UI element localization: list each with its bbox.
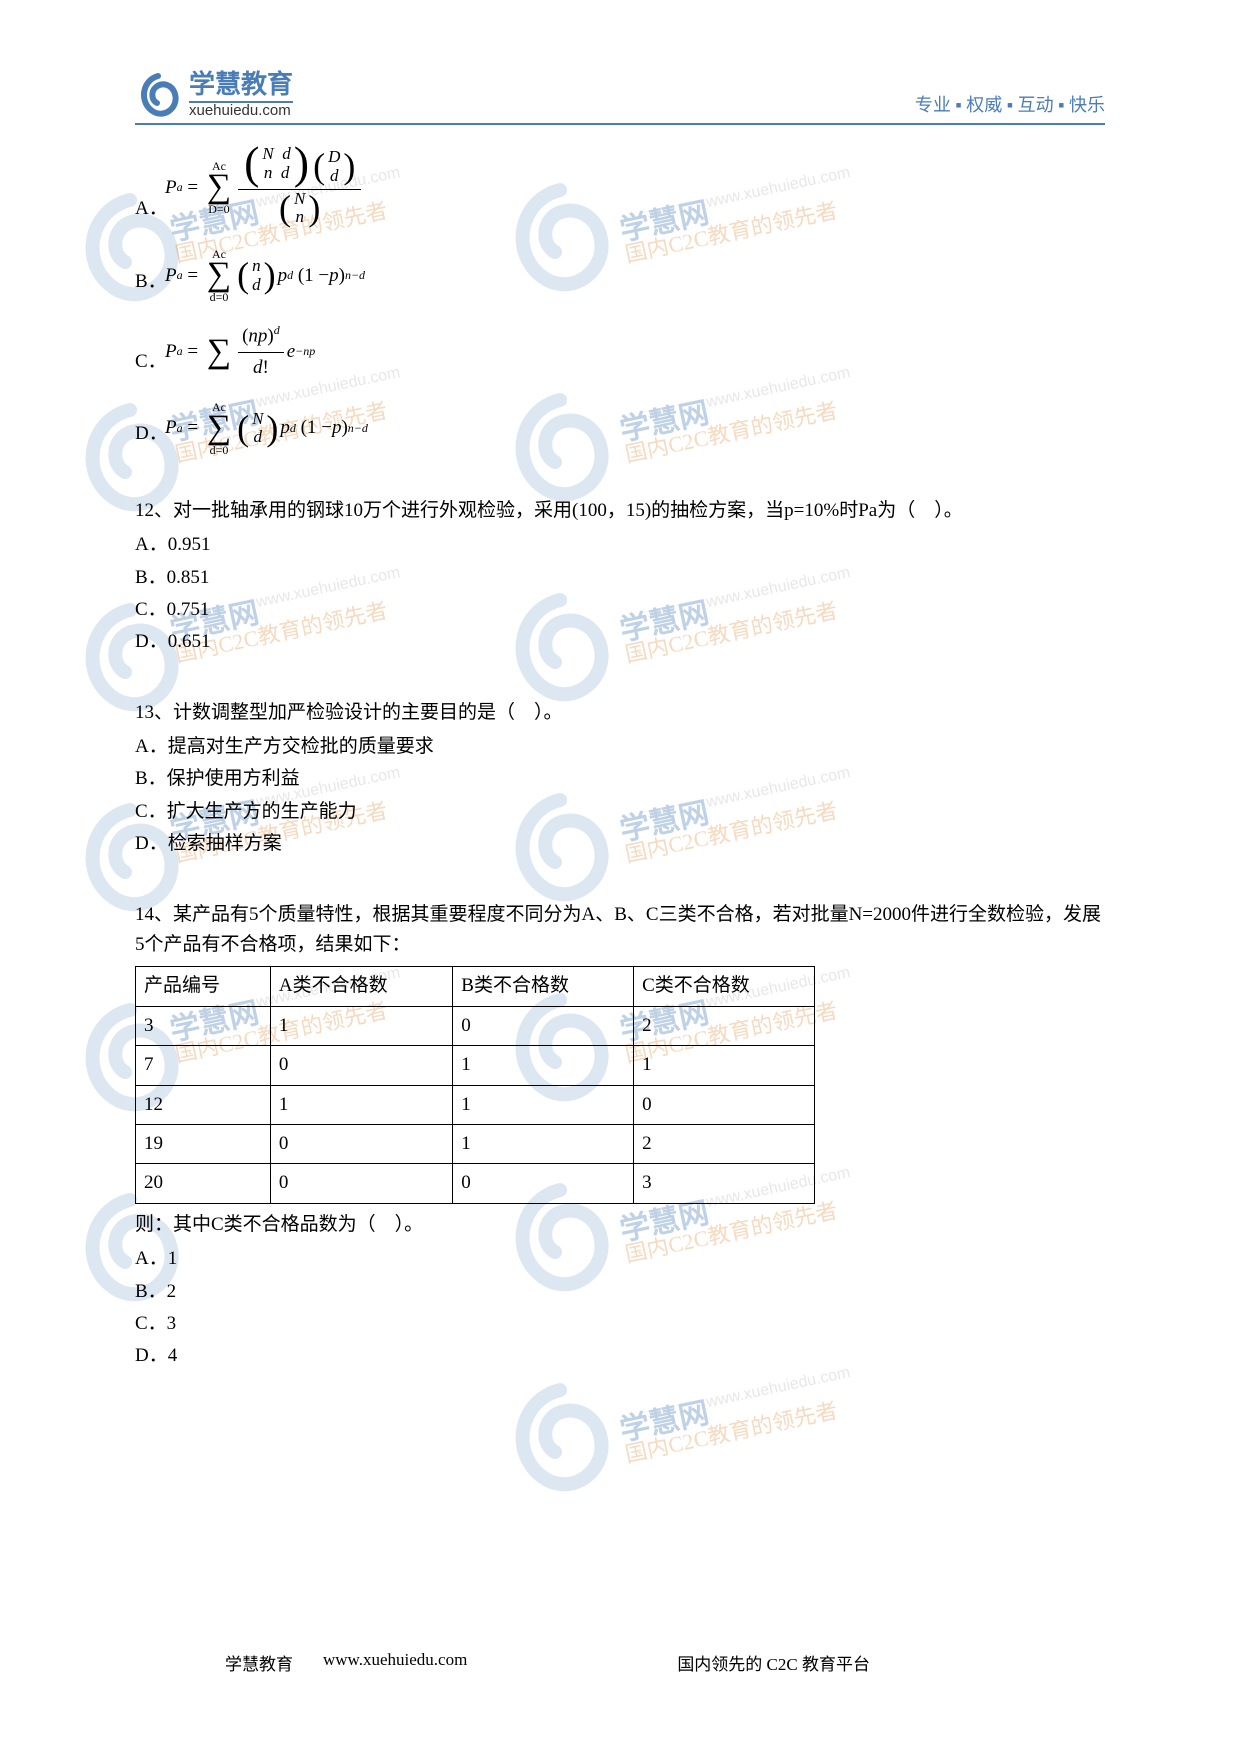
table-cell: 0 — [453, 1164, 634, 1203]
table-header: 产品编号 — [136, 967, 271, 1006]
table-cell: 1 — [634, 1046, 815, 1085]
table-cell: 3 — [136, 1006, 271, 1045]
question-text: 14、某产品有5个质量特性，根据其重要程度不同分为A、B、C三类不合格，若对批量… — [135, 900, 1105, 961]
option-c: C．3 — [135, 1309, 1105, 1339]
table-cell: 19 — [136, 1124, 271, 1163]
table-cell: 0 — [453, 1006, 634, 1045]
option-c: C．扩大生产方的生产能力 — [135, 797, 1105, 827]
table-cell: 0 — [270, 1164, 452, 1203]
table-row: 19012 — [136, 1124, 815, 1163]
option-d-formula: D． Pa = Ac∑d=0 (Nd) pd (1 − p)n−d — [135, 401, 1105, 456]
table-cell: 1 — [270, 1006, 452, 1045]
option-a: A．提高对生产方交检批的质量要求 — [135, 732, 1105, 762]
logo-url: xuehuiedu.com — [189, 103, 293, 120]
table-cell: 2 — [634, 1124, 815, 1163]
header-tagline: 专业 ▪ 权威 ▪ 互动 ▪ 快乐 — [915, 91, 1105, 119]
table-row: 7011 — [136, 1046, 815, 1085]
question-12: 12、对一批轴承用的钢球10万个进行外观检验，采用(100，15)的抽检方案，当… — [135, 496, 1105, 658]
table-header: A类不合格数 — [270, 967, 452, 1006]
table-cell: 2 — [634, 1006, 815, 1045]
option-d: D．4 — [135, 1341, 1105, 1371]
watermark-text: 学慧网www.xuehuiedu.com 国内C2C教育的领先者 — [617, 1366, 860, 1467]
option-b: B．0.851 — [135, 563, 1105, 593]
table-cell: 1 — [453, 1085, 634, 1124]
footer-slogan: 国内领先的 C2C 教育平台 — [677, 1650, 870, 1675]
table-header: B类不合格数 — [453, 967, 634, 1006]
table-cell: 0 — [270, 1124, 452, 1163]
option-b-formula: B． Pa = Ac∑d=0 (nd) pd (1 − p)n−d — [135, 248, 1105, 303]
table-cell: 0 — [634, 1085, 815, 1124]
logo: 学慧教育 xuehuiedu.com — [135, 70, 293, 119]
question-13: 13、计数调整型加严检验设计的主要目的是（ ）。 A．提高对生产方交检批的质量要… — [135, 698, 1105, 860]
logo-title: 学慧教育 — [189, 70, 293, 103]
option-b: B．保护使用方利益 — [135, 764, 1105, 794]
option-a-formula: A． Pa = Ac∑D=0 (N dn d)(Dd) (Nn) — [135, 145, 1105, 230]
option-c-formula: C． Pa = ∑ (np)d d! e−np — [135, 321, 1105, 383]
logo-icon — [135, 72, 181, 118]
table-cell: 7 — [136, 1046, 271, 1085]
footer-url: www.xuehuiedu.com — [323, 1650, 467, 1675]
option-a: A．0.951 — [135, 530, 1105, 560]
option-b: B．2 — [135, 1277, 1105, 1307]
table-row: 3102 — [136, 1006, 815, 1045]
table-cell: 1 — [453, 1124, 634, 1163]
question-text: 13、计数调整型加严检验设计的主要目的是（ ）。 — [135, 698, 1105, 728]
watermark-swirl — [500, 1380, 620, 1505]
page-header: 学慧教育 xuehuiedu.com 专业 ▪ 权威 ▪ 互动 ▪ 快乐 — [135, 70, 1105, 125]
option-c: C．0.751 — [135, 595, 1105, 625]
option-d: D．0.651 — [135, 627, 1105, 657]
question-14: 14、某产品有5个质量特性，根据其重要程度不同分为A、B、C三类不合格，若对批量… — [135, 900, 1105, 1372]
table-header: C类不合格数 — [634, 967, 815, 1006]
page-content: 学慧教育 xuehuiedu.com 专业 ▪ 权威 ▪ 互动 ▪ 快乐 A． … — [135, 70, 1105, 1374]
option-d: D．检索抽样方案 — [135, 829, 1105, 859]
option-a: A．1 — [135, 1244, 1105, 1274]
question-text: 12、对一批轴承用的钢球10万个进行外观检验，采用(100，15)的抽检方案，当… — [135, 496, 1105, 526]
table-cell: 1 — [453, 1046, 634, 1085]
table-row: 12110 — [136, 1085, 815, 1124]
question-post: 则：其中C类不合格品数为（ ）。 — [135, 1210, 1105, 1240]
footer-brand: 学慧教育 — [225, 1650, 293, 1675]
table-cell: 20 — [136, 1164, 271, 1203]
table-row: 20003 — [136, 1164, 815, 1203]
table-cell: 0 — [270, 1046, 452, 1085]
table-cell: 12 — [136, 1085, 271, 1124]
page-footer: 学慧教育 www.xuehuiedu.com 国内领先的 C2C 教育平台 — [135, 1650, 1105, 1675]
table-cell: 3 — [634, 1164, 815, 1203]
defect-table: 产品编号A类不合格数B类不合格数C类不合格数 31027011121101901… — [135, 966, 815, 1203]
table-cell: 1 — [270, 1085, 452, 1124]
